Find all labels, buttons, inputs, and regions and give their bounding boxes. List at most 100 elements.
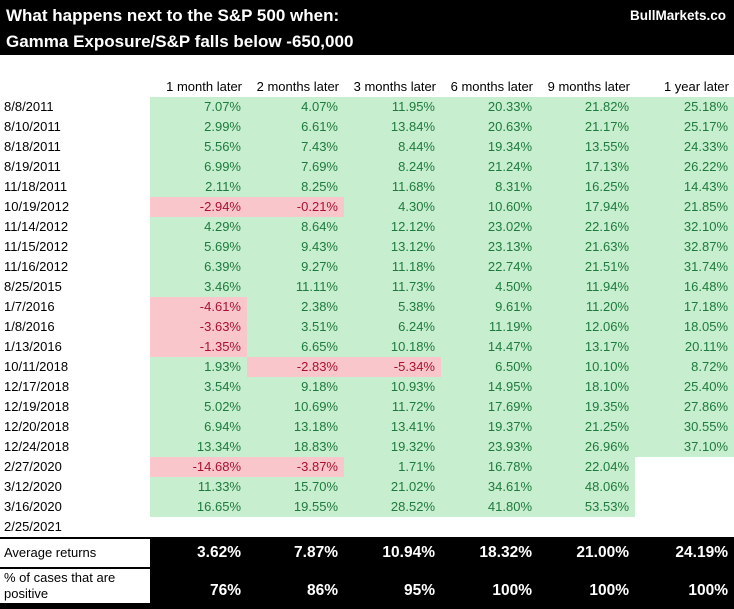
- table-body: 8/8/2011 7.07% 4.07% 11.95% 20.33% 21.82% 25.1…: [0, 97, 734, 537]
- return-cell: 22.04%: [538, 457, 635, 477]
- row-date: 3/16/2020: [0, 497, 150, 517]
- return-cell: 21.25%: [538, 417, 635, 437]
- return-cell: 15.70%: [247, 477, 344, 497]
- return-cell: 21.82%: [538, 97, 635, 117]
- return-cell: 20.33%: [441, 97, 538, 117]
- row-date: 10/19/2012: [0, 197, 150, 217]
- return-cell: 19.37%: [441, 417, 538, 437]
- column-header: 6 months later: [441, 77, 538, 97]
- return-cell: 18.83%: [247, 437, 344, 457]
- average-return-value: 24.19%: [675, 544, 728, 561]
- table-row: 8/8/2011 7.07% 4.07% 11.95% 20.33% 21.82% 25.1…: [0, 97, 734, 117]
- row-date: 11/15/2012: [0, 237, 150, 257]
- percent-positive-row: % of cases that are positive 76% 86% 95% 10…: [0, 569, 734, 603]
- return-cell: 17.13%: [538, 157, 635, 177]
- date-column-header: [0, 77, 150, 97]
- return-cell: 48.06%: [538, 477, 635, 497]
- return-cell: 8.24%: [344, 157, 441, 177]
- return-cell: 32.10%: [635, 217, 734, 237]
- return-cell: 17.69%: [441, 397, 538, 417]
- return-cell: 13.17%: [538, 337, 635, 357]
- return-cell: 4.50%: [441, 277, 538, 297]
- return-cell: 6.99%: [150, 157, 247, 177]
- percent-positive-value: 95%: [403, 582, 435, 599]
- table-row: 8/19/2011 6.99% 7.69% 8.24% 21.24% 17.13% 26.2…: [0, 157, 734, 177]
- return-cell: 11.95%: [344, 97, 441, 117]
- row-date: 12/17/2018: [0, 377, 150, 397]
- percent-positive-value: 86%: [306, 582, 338, 599]
- return-cell: 13.18%: [247, 417, 344, 437]
- table-row: 11/15/2012 5.69% 9.43% 13.12% 23.13% 21.63% 32…: [0, 237, 734, 257]
- return-cell: 23.93%: [441, 437, 538, 457]
- table-row: 3/12/2020 11.33% 15.70% 21.02% 34.61% 48.06%: [0, 477, 734, 497]
- return-cell: 8.72%: [635, 357, 734, 377]
- table-row: 2/25/2021: [0, 517, 734, 537]
- return-cell: 16.65%: [150, 497, 247, 517]
- table-row: 10/19/2012 -2.94% -0.21% 4.30% 10.60% 17.94% 2…: [0, 197, 734, 217]
- title-line-2: Gamma Exposure/S&P falls below -650,000: [6, 32, 354, 51]
- row-date: 8/8/2011: [0, 97, 150, 117]
- row-date: 11/16/2012: [0, 257, 150, 277]
- return-cell: 17.18%: [635, 297, 734, 317]
- return-cell: 6.24%: [344, 317, 441, 337]
- percent-positive-value: 100%: [492, 582, 532, 599]
- return-cell: [635, 477, 734, 497]
- column-header: 1 month later: [150, 77, 247, 97]
- return-cell: 20.11%: [635, 337, 734, 357]
- return-cell: 13.55%: [538, 137, 635, 157]
- percent-positive-label: % of cases that are positive: [0, 569, 150, 603]
- return-cell: 25.18%: [635, 97, 734, 117]
- return-cell: 11.18%: [344, 257, 441, 277]
- return-cell: 21.17%: [538, 117, 635, 137]
- return-cell: 21.24%: [441, 157, 538, 177]
- return-cell: 19.34%: [441, 137, 538, 157]
- return-cell: 17.94%: [538, 197, 635, 217]
- return-cell: 3.46%: [150, 277, 247, 297]
- return-cell: 28.52%: [344, 497, 441, 517]
- return-cell: 20.63%: [441, 117, 538, 137]
- return-cell: [344, 517, 441, 537]
- return-cell: [635, 517, 734, 537]
- return-cell: 19.35%: [538, 397, 635, 417]
- column-header: 2 months later: [247, 77, 344, 97]
- average-return-value: 7.87%: [294, 544, 338, 561]
- return-cell: 4.29%: [150, 217, 247, 237]
- return-cell: 11.11%: [247, 277, 344, 297]
- table-row: 10/11/2018 1.93% -2.83% -5.34% 6.50% 10.10% 8.…: [0, 357, 734, 377]
- return-cell: 10.60%: [441, 197, 538, 217]
- average-return-value: 10.94%: [382, 544, 435, 561]
- return-cell: 13.84%: [344, 117, 441, 137]
- return-cell: 6.50%: [441, 357, 538, 377]
- return-cell: 11.33%: [150, 477, 247, 497]
- return-cell: 25.17%: [635, 117, 734, 137]
- return-cell: 11.72%: [344, 397, 441, 417]
- return-cell: 6.61%: [247, 117, 344, 137]
- return-cell: 18.10%: [538, 377, 635, 397]
- average-returns-label: Average returns: [0, 539, 150, 567]
- column-header: 1 year later: [635, 77, 734, 97]
- return-cell: 16.48%: [635, 277, 734, 297]
- summary-footer: Average returns 3.62% 7.87% 10.94% 18.32% 21…: [0, 537, 734, 609]
- average-returns-row: Average returns 3.62% 7.87% 10.94% 18.32% 21…: [0, 539, 734, 567]
- row-date: 8/25/2015: [0, 277, 150, 297]
- row-date: 12/20/2018: [0, 417, 150, 437]
- return-cell: 16.78%: [441, 457, 538, 477]
- return-cell: 23.02%: [441, 217, 538, 237]
- row-date: 10/11/2018: [0, 357, 150, 377]
- column-header: 9 months later: [538, 77, 635, 97]
- return-cell: 23.13%: [441, 237, 538, 257]
- return-cell: 14.43%: [635, 177, 734, 197]
- return-cell: -3.63%: [150, 317, 247, 337]
- return-cell: 22.74%: [441, 257, 538, 277]
- return-cell: 22.16%: [538, 217, 635, 237]
- table-row: 1/7/2016 -4.61% 2.38% 5.38% 9.61% 11.20% 17.18…: [0, 297, 734, 317]
- row-date: 1/7/2016: [0, 297, 150, 317]
- average-return-value: 3.62%: [197, 544, 241, 561]
- return-cell: 13.34%: [150, 437, 247, 457]
- return-cell: 13.41%: [344, 417, 441, 437]
- return-cell: -2.83%: [247, 357, 344, 377]
- return-cell: 34.61%: [441, 477, 538, 497]
- return-cell: 30.55%: [635, 417, 734, 437]
- table-row: 2/27/2020 -14.68% -3.87% 1.71% 16.78% 22.04%: [0, 457, 734, 477]
